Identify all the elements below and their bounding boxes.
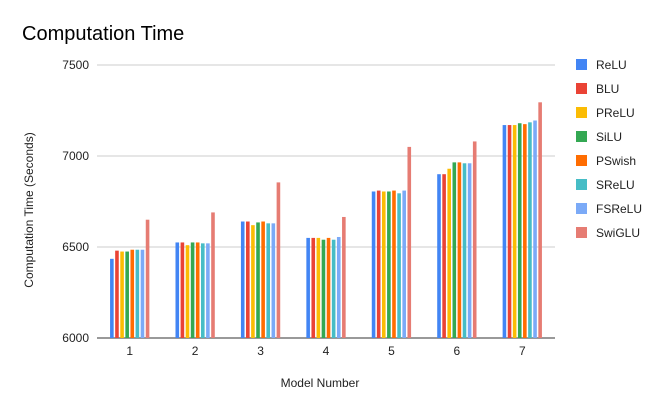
x-tick-label: 4 (323, 344, 330, 358)
bar-relu-model-6 (437, 174, 441, 338)
bar-srelu-model-4 (331, 239, 336, 338)
bar-prelu-model-7 (512, 125, 517, 338)
bar-silu-model-5 (387, 191, 391, 338)
bar-swiglu-model-7 (538, 102, 542, 338)
bar-swiglu-model-2 (211, 212, 215, 338)
bar-silu-model-2 (190, 242, 195, 338)
bar-swiglu-model-4 (342, 216, 346, 338)
bar-fsrelu-model-5 (402, 190, 406, 338)
bar-srelu-model-3 (266, 223, 271, 338)
legend-label: PReLU (596, 106, 635, 120)
bar-silu-model-1 (125, 251, 129, 338)
bar-blu-model-5 (376, 190, 381, 338)
bar-fsrelu-model-2 (206, 243, 210, 338)
bar-prelu-model-3 (251, 225, 255, 338)
bar-blu-model-2 (180, 242, 185, 338)
x-tick-label: 3 (257, 344, 264, 358)
legend-swatch-silu (576, 131, 587, 142)
bar-srelu-model-5 (397, 193, 401, 338)
bar-swiglu-model-6 (472, 141, 477, 338)
legend-label: SiLU (596, 130, 622, 144)
bar-relu-model-2 (175, 242, 180, 338)
legend-label: SwiGLU (596, 226, 640, 240)
bar-fsrelu-model-3 (271, 223, 276, 338)
legend-swatch-swiglu (576, 227, 587, 238)
x-tick-labels: 1 2 3 4 5 6 7 (126, 344, 526, 358)
bar-srelu-model-1 (135, 249, 140, 338)
x-tick-label: 6 (454, 344, 461, 358)
bar-silu-model-7 (517, 123, 522, 339)
x-tick-label: 1 (126, 344, 133, 358)
legend-label: FSReLU (596, 202, 642, 216)
legend-label: PSwish (596, 154, 636, 168)
bar-swiglu-model-3 (276, 182, 281, 338)
legend-label: SReLU (596, 178, 635, 192)
legend-swatch-fsrelu (576, 203, 587, 214)
bar-fsrelu-model-4 (336, 236, 341, 338)
legend-label: BLU (596, 82, 619, 96)
bar-relu-model-3 (240, 221, 245, 338)
bar-silu-model-6 (452, 162, 457, 338)
legend-swatch-pswish (576, 155, 587, 166)
bar-swiglu-model-1 (145, 219, 150, 338)
bar-fsrelu-model-1 (140, 249, 145, 338)
bar-blu-model-7 (507, 125, 512, 338)
bar-prelu-model-5 (381, 191, 386, 338)
bar-silu-model-3 (256, 222, 260, 338)
legend-label: ReLU (596, 58, 627, 72)
bar-pswish-model-6 (457, 162, 462, 338)
y-tick-label: 6500 (62, 240, 89, 254)
y-tick-label: 7500 (62, 58, 89, 72)
legend-swatch-prelu (576, 107, 587, 118)
x-tick-label: 5 (388, 344, 395, 358)
x-tick-label: 2 (192, 344, 199, 358)
bars (110, 102, 542, 339)
bar-prelu-model-4 (316, 237, 321, 338)
bar-prelu-model-2 (185, 245, 190, 338)
bar-pswish-model-2 (195, 242, 200, 338)
chart-title: Computation Time (22, 23, 184, 45)
bar-pswish-model-7 (523, 124, 527, 339)
bar-blu-model-3 (246, 221, 250, 338)
bar-relu-model-5 (371, 191, 376, 338)
bar-relu-model-1 (110, 258, 114, 338)
bar-fsrelu-model-7 (533, 120, 537, 338)
bar-blu-model-4 (311, 237, 316, 338)
bar-blu-model-6 (442, 174, 446, 338)
bar-prelu-model-6 (447, 168, 452, 338)
y-tick-label: 7000 (62, 149, 89, 163)
bar-srelu-model-6 (462, 163, 467, 338)
bar-relu-model-7 (502, 125, 507, 338)
legend-swatch-blu (576, 83, 587, 94)
bar-silu-model-4 (321, 239, 326, 338)
legend-swatch-relu (576, 59, 587, 70)
bar-relu-model-4 (306, 237, 310, 338)
bar-prelu-model-1 (120, 251, 124, 338)
bar-pswish-model-3 (261, 221, 265, 338)
bar-blu-model-1 (115, 250, 119, 338)
x-axis-label: Model Number (281, 376, 360, 390)
y-tick-label: 6000 (62, 331, 89, 345)
bar-srelu-model-7 (528, 122, 532, 338)
bar-pswish-model-1 (130, 249, 135, 338)
y-axis-label: Computation Time (Seconds) (22, 132, 36, 287)
bar-pswish-model-5 (392, 190, 396, 338)
legend: ReLU BLU PReLU SiLU PSwish SReLU FSReLU SwiGLU (576, 58, 642, 240)
grid (97, 64, 555, 339)
y-tick-labels: 6000 6500 7000 7500 (62, 58, 89, 345)
bar-srelu-model-2 (200, 243, 205, 338)
bar-pswish-model-4 (326, 237, 331, 338)
bar-fsrelu-model-6 (467, 163, 472, 338)
bar-swiglu-model-5 (407, 146, 412, 338)
x-tick-label: 7 (519, 344, 526, 358)
legend-swatch-srelu (576, 179, 587, 190)
